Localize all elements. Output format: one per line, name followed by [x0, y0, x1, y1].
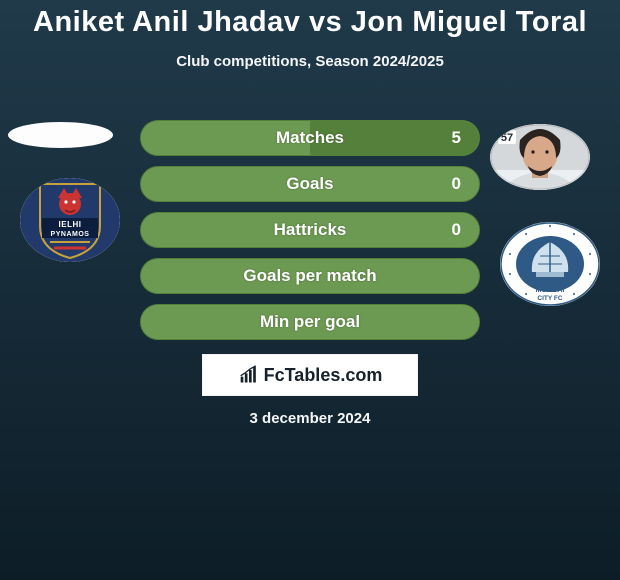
stat-rows: 5 Matches 0 Goals 0 Hattricks Goals per match M…	[140, 120, 480, 350]
svg-text:MUMBAI: MUMBAI	[536, 287, 565, 294]
stat-label: Matches	[276, 128, 344, 148]
bar-chart-icon	[238, 365, 260, 385]
stat-row: Min per goal	[140, 304, 480, 340]
stat-value-right: 0	[452, 220, 461, 240]
stat-row: 5 Matches	[140, 120, 480, 156]
stat-label: Goals per match	[243, 266, 376, 286]
stat-row: Goals per match	[140, 258, 480, 294]
comparison-card: Aniket Anil Jhadav vs Jon Miguel Toral C…	[0, 0, 620, 580]
player-right-face-icon: 57	[490, 124, 590, 190]
club-left-badge: IELHI PYNAMOS	[20, 178, 120, 262]
stat-row: 0 Goals	[140, 166, 480, 202]
stat-label: Min per goal	[260, 312, 360, 332]
stat-value-right: 5	[452, 128, 461, 148]
stat-label: Hattricks	[274, 220, 347, 240]
svg-text:CITY FC: CITY FC	[537, 295, 562, 302]
stat-row: 0 Hattricks	[140, 212, 480, 248]
svg-text:PYNAMOS: PYNAMOS	[51, 231, 90, 238]
club-right-badge: MUMBAI CITY FC	[500, 222, 600, 306]
page-title: Aniket Anil Jhadav vs Jon Miguel Toral	[0, 0, 620, 39]
player-left-avatar	[8, 122, 113, 148]
svg-text:IELHI: IELHI	[59, 220, 82, 229]
branding: FcTables.com	[202, 354, 418, 396]
date-text: 3 december 2024	[0, 410, 620, 427]
stat-label: Goals	[286, 174, 333, 194]
player-right-avatar: 57	[490, 124, 590, 190]
subtitle: Club competitions, Season 2024/2025	[0, 53, 620, 70]
branding-text: FcTables.com	[264, 365, 383, 386]
stat-value-right: 0	[452, 174, 461, 194]
mumbai-city-roundel-icon: MUMBAI CITY FC	[500, 222, 600, 306]
delhi-dynamos-shield-icon: IELHI PYNAMOS	[20, 178, 120, 262]
